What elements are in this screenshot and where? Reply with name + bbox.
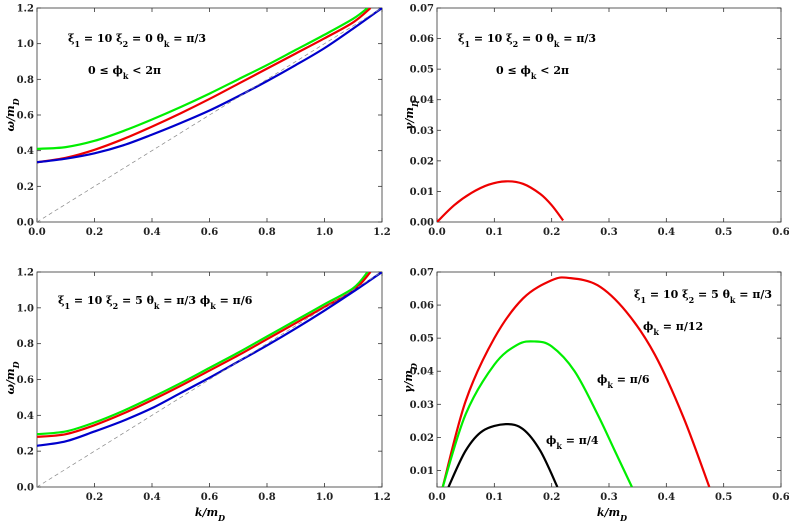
y-tick-label: 0.2 — [17, 447, 34, 458]
y-tick-label: 0.04 — [410, 367, 434, 378]
x-tick-label: 0.8 — [258, 492, 275, 503]
x-tick-label: 0.3 — [600, 492, 617, 503]
xlabel: k/mD — [195, 506, 225, 523]
ylabel: ω/mD — [4, 361, 21, 394]
x-tick-label: 0.0 — [428, 227, 445, 238]
x-tick-label: 0.1 — [486, 492, 503, 503]
x-tick-label: 0.1 — [486, 227, 503, 238]
y-tick-label: 0.05 — [410, 334, 434, 345]
y-tick-label: 0.4 — [17, 146, 34, 157]
x-tick-label: 0.6 — [201, 492, 218, 503]
x-tick-label: 0.4 — [143, 492, 160, 503]
series-line — [37, 272, 369, 436]
x-tick-label: 1.2 — [373, 227, 390, 238]
x-tick-label: 0.8 — [258, 227, 275, 238]
ylabel: γ/mD — [402, 363, 419, 393]
series-line — [37, 272, 382, 447]
xlabel: k/mD — [597, 506, 627, 523]
y-tick-label: 0.04 — [410, 95, 434, 106]
y-tick-label: 0.8 — [17, 75, 34, 86]
series-line — [441, 340, 633, 487]
y-tick-label: 0.05 — [410, 65, 434, 76]
x-tick-label: 0.5 — [715, 227, 732, 238]
y-tick-label: 0.02 — [410, 433, 434, 444]
y-tick-label: 0.02 — [410, 156, 434, 167]
y-tick-label: 0.07 — [410, 268, 434, 279]
x-tick-label: 0.6 — [201, 227, 218, 238]
y-tick-label: 1.0 — [17, 39, 34, 50]
y-tick-label: 0.03 — [410, 400, 434, 411]
x-tick-label: 0.0 — [28, 227, 45, 238]
y-tick-label: 0.2 — [17, 182, 34, 193]
y-tick-label: 0.0 — [17, 483, 34, 494]
x-tick-label: 0.2 — [543, 227, 560, 238]
chart-bottom-right: γ/mD k/mD ξ1 = 10 ξ2 = 5 θk = π/3 ϕk = π… — [402, 268, 789, 524]
y-tick-label: 0.00 — [410, 218, 434, 229]
ylabel: γ/mD — [403, 100, 420, 130]
y-tick-label: 0.03 — [410, 126, 434, 137]
x-tick-label: 0.2 — [543, 492, 560, 503]
x-tick-label: 0.4 — [658, 492, 675, 503]
x-tick-label: 0.5 — [715, 492, 732, 503]
annotation: 0 ≤ ϕk < 2π — [496, 64, 569, 81]
chart-top-right: γ/mD ξ1 = 10 ξ2 = 0 θk = π/3 0 ≤ ϕk < 2π… — [403, 4, 789, 239]
x-tick-label: 0.2 — [86, 492, 103, 503]
y-tick-label: 1.2 — [17, 268, 34, 279]
x-tick-label: 0.6 — [772, 227, 789, 238]
series-line — [37, 8, 369, 150]
y-tick-label: 0.6 — [17, 375, 34, 386]
annotation: ξ1 = 10 ξ2 = 5 θk = π/3 ϕk = π/6 — [58, 294, 253, 311]
x-tick-label: 1.0 — [316, 227, 333, 238]
series-line — [37, 8, 382, 164]
x-tick-label: 0.4 — [658, 227, 675, 238]
series-label: ϕk = π/4 — [546, 434, 599, 451]
chart-top-left: ω/mD ξ1 = 10 ξ2 = 0 θk = π/3 0 ≤ ϕk < 2π… — [4, 4, 391, 239]
x-tick-label: 0.3 — [600, 227, 617, 238]
y-tick-label: 0.06 — [410, 34, 434, 45]
ylabel: ω/mD — [4, 98, 21, 131]
series-line — [447, 423, 559, 487]
series-line — [437, 180, 565, 222]
light-cone-line — [37, 272, 382, 487]
y-tick-label: 0.0 — [17, 218, 34, 229]
series-line — [37, 8, 372, 164]
y-tick-label: 0.4 — [17, 411, 34, 422]
y-tick-label: 1.0 — [17, 303, 34, 314]
x-tick-label: 0.4 — [143, 227, 160, 238]
y-tick-label: 0.07 — [410, 4, 434, 15]
y-tick-label: 0.01 — [410, 466, 434, 477]
series-label: ϕk = π/12 — [643, 320, 703, 337]
y-tick-label: 0.6 — [17, 111, 34, 122]
y-tick-label: 0.01 — [410, 187, 434, 198]
series-line — [441, 276, 711, 487]
chart-bottom-left: ω/mD k/mD ξ1 = 10 ξ2 = 5 θk = π/3 ϕk = π… — [4, 268, 391, 524]
annotation: 0 ≤ ϕk < 2π — [88, 64, 161, 81]
y-tick-label: 1.2 — [17, 4, 34, 15]
annotation: ξ1 = 10 ξ2 = 5 θk = π/3 — [634, 288, 772, 305]
y-tick-label: 0.06 — [410, 301, 434, 312]
x-tick-label: 1.2 — [373, 492, 390, 503]
annotation: ξ1 = 10 ξ2 = 0 θk = π/3 — [458, 32, 596, 49]
x-tick-label: 0.0 — [428, 492, 445, 503]
x-tick-label: 0.2 — [86, 227, 103, 238]
annotation: ξ1 = 10 ξ2 = 0 θk = π/3 — [68, 32, 206, 49]
x-tick-label: 1.0 — [316, 492, 333, 503]
light-cone-line — [37, 8, 382, 222]
series-line — [37, 272, 372, 438]
x-tick-label: 0.6 — [772, 492, 789, 503]
y-tick-label: 0.8 — [17, 339, 34, 350]
series-label: ϕk = π/6 — [597, 373, 650, 390]
